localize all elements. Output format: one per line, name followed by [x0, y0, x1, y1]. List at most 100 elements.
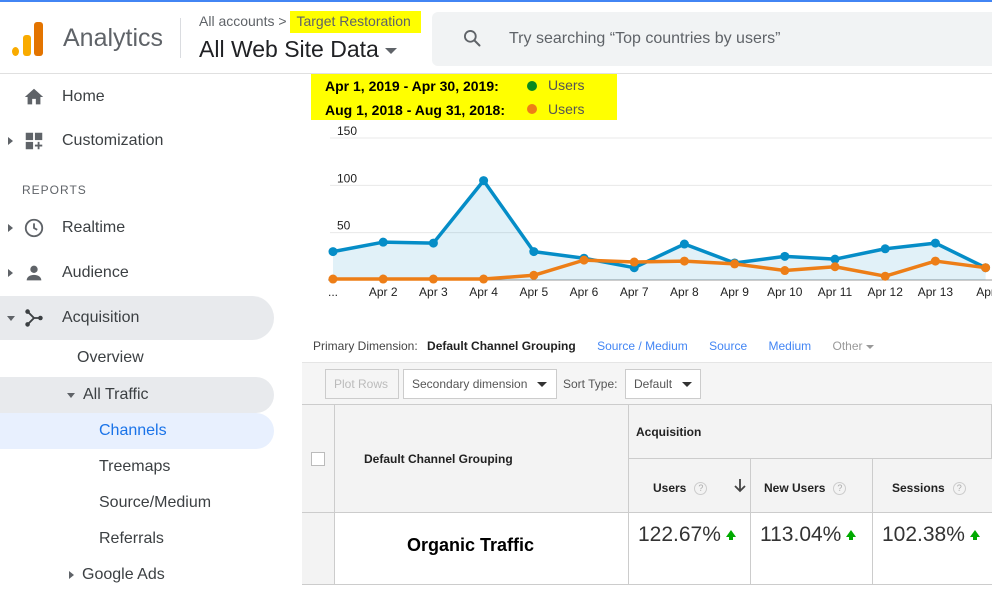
sidebar-item-label: Customization	[62, 132, 164, 149]
sessions-header-label[interactable]: Sessions	[892, 481, 945, 495]
sidebar-item-acquisition[interactable]: Acquisition	[0, 296, 274, 340]
chevron-down-icon[interactable]	[7, 315, 15, 321]
acquisition-icon	[25, 309, 43, 327]
new-users-header[interactable]: New Users?	[764, 481, 847, 496]
chevron-right-icon[interactable]	[8, 137, 13, 145]
x-tick-label: Apr 11	[818, 285, 853, 299]
users-header-label[interactable]: Users	[653, 481, 687, 495]
users-header-cell[interactable]: Users?	[629, 459, 751, 513]
sort-type-select[interactable]: Default	[625, 369, 701, 399]
sidebar-item-channels[interactable]: Channels	[99, 422, 167, 439]
search-input[interactable]: Try searching “Top countries by users”	[509, 30, 781, 47]
data-point-current	[679, 239, 689, 249]
sessions-header-cell[interactable]: Sessions?	[873, 459, 992, 513]
app-name: Analytics	[63, 24, 164, 52]
dimension-medium[interactable]: Medium	[768, 339, 812, 353]
x-tick-label: Apr 9	[720, 285, 749, 299]
dimension-source[interactable]: Source	[709, 339, 748, 353]
sidebar-item-referrals[interactable]: Referrals	[99, 530, 164, 547]
dimension-header[interactable]: Default Channel Grouping	[364, 452, 513, 466]
chevron-down-icon[interactable]	[865, 344, 874, 349]
secondary-dimension-select[interactable]: Secondary dimension	[403, 369, 557, 399]
secondary-dimension-label: Secondary dimension	[412, 377, 528, 391]
help-icon[interactable]: ?	[694, 482, 708, 496]
row-select-cell	[302, 513, 335, 585]
chevron-right-icon[interactable]	[69, 571, 74, 579]
property-selector[interactable]: All Web Site Data	[199, 36, 397, 63]
data-point-current	[428, 238, 438, 248]
new-users-value: 113.04%	[760, 523, 857, 547]
new-users-header-cell[interactable]: New Users?	[751, 459, 873, 513]
sidebar-item-all-traffic[interactable]: All Traffic	[67, 377, 149, 413]
sidebar-item-home[interactable]: Home	[0, 75, 274, 119]
dimension-default-channel-grouping[interactable]: Default Channel Grouping	[427, 339, 576, 353]
sidebar-item-source-medium[interactable]: Source/Medium	[99, 494, 212, 511]
x-tick-label: Apr 2	[369, 285, 398, 299]
table-row: Organic Traffic	[335, 513, 629, 585]
users-value-text: 122.67%	[638, 523, 721, 546]
search-icon[interactable]	[462, 28, 482, 48]
chevron-right-icon[interactable]	[8, 269, 13, 277]
breadcrumb-accounts[interactable]: All accounts	[199, 13, 275, 29]
property-name[interactable]: All Web Site Data	[199, 36, 379, 62]
x-tick-label: Apr 13	[918, 285, 954, 299]
sidebar-item-realtime[interactable]: Realtime	[0, 206, 274, 250]
arrow-up-icon	[725, 529, 736, 540]
chevron-down-icon[interactable]	[682, 381, 693, 387]
sidebar-item-label: Realtime	[62, 219, 126, 236]
breadcrumb[interactable]: All accounts > Target Restoration	[199, 11, 421, 33]
plot-rows-button[interactable]: Plot Rows	[325, 369, 399, 399]
sort-descending-icon[interactable]	[733, 478, 747, 494]
sidebar-item-label: Audience	[62, 264, 129, 281]
breadcrumb-account[interactable]: Target Restoration	[290, 11, 421, 33]
x-tick-label: Apr 8	[670, 285, 699, 299]
chevron-down-icon[interactable]	[537, 381, 548, 387]
x-tick-label: ...	[328, 285, 338, 299]
sort-type-value: Default	[634, 377, 673, 391]
sidebar-item-label: Home	[62, 88, 105, 105]
data-point-previous	[579, 255, 589, 265]
search-bar[interactable]: Try searching “Top countries by users”	[432, 12, 992, 66]
new-users-header-label[interactable]: New Users	[764, 481, 826, 495]
acquisition-header-cell: Acquisition	[629, 405, 992, 459]
x-tick-label: Apr 7	[620, 285, 649, 299]
data-point-previous	[780, 266, 790, 276]
sidebar-item-google-ads[interactable]: Google Ads	[69, 557, 165, 593]
y-tick-label: 50	[337, 219, 351, 233]
data-point-current	[880, 244, 890, 254]
help-icon[interactable]: ?	[952, 482, 966, 496]
data-point-current	[830, 254, 840, 264]
analytics-logo-icon[interactable]	[12, 22, 44, 56]
sidebar-item-overview[interactable]: Overview	[77, 349, 144, 366]
x-tick-label: Apr 10	[767, 285, 803, 299]
data-point-current	[529, 247, 539, 257]
sessions-header[interactable]: Sessions?	[892, 481, 966, 496]
dimension-other-label: Other	[832, 339, 863, 353]
dimension-other[interactable]: Other	[833, 339, 874, 353]
users-value: 122.67%	[638, 523, 736, 547]
chevron-down-icon[interactable]	[67, 392, 75, 398]
select-all-checkbox[interactable]	[311, 452, 325, 466]
help-icon[interactable]: ?	[833, 482, 847, 496]
primary-dimension-bar: Primary Dimension: Default Channel Group…	[313, 339, 874, 353]
data-point-current	[328, 247, 338, 257]
sort-type-label: Sort Type:	[563, 377, 618, 391]
sidebar-item-audience[interactable]: Audience	[0, 251, 274, 295]
sidebar-item-treemaps[interactable]: Treemaps	[99, 458, 171, 475]
data-point-previous	[428, 274, 438, 284]
users-line-chart[interactable]: 150 100 50... Apr 2 Apr 3 Apr 4 Apr 5 Apr 6 Apr …	[300, 125, 992, 305]
legend-metric-previous: Users	[548, 101, 585, 117]
legend-range-previous: Aug 1, 2018 - Aug 31, 2018:	[325, 102, 505, 118]
data-table: Default Channel Grouping Acquisition Use…	[302, 404, 992, 585]
chevron-right-icon[interactable]	[8, 224, 13, 232]
channels-highlight	[0, 413, 274, 449]
dimension-source-medium[interactable]: Source / Medium	[597, 339, 688, 353]
data-point-previous	[880, 271, 890, 281]
data-point-previous	[328, 274, 338, 284]
home-icon	[24, 88, 44, 105]
sidebar-item-label: Google Ads	[82, 566, 165, 583]
dimension-header-cell[interactable]: Default Channel Grouping	[335, 405, 629, 513]
users-header[interactable]: Users?	[653, 481, 708, 496]
chevron-down-icon[interactable]	[384, 47, 397, 54]
sidebar-item-customization[interactable]: Customization	[0, 119, 274, 163]
